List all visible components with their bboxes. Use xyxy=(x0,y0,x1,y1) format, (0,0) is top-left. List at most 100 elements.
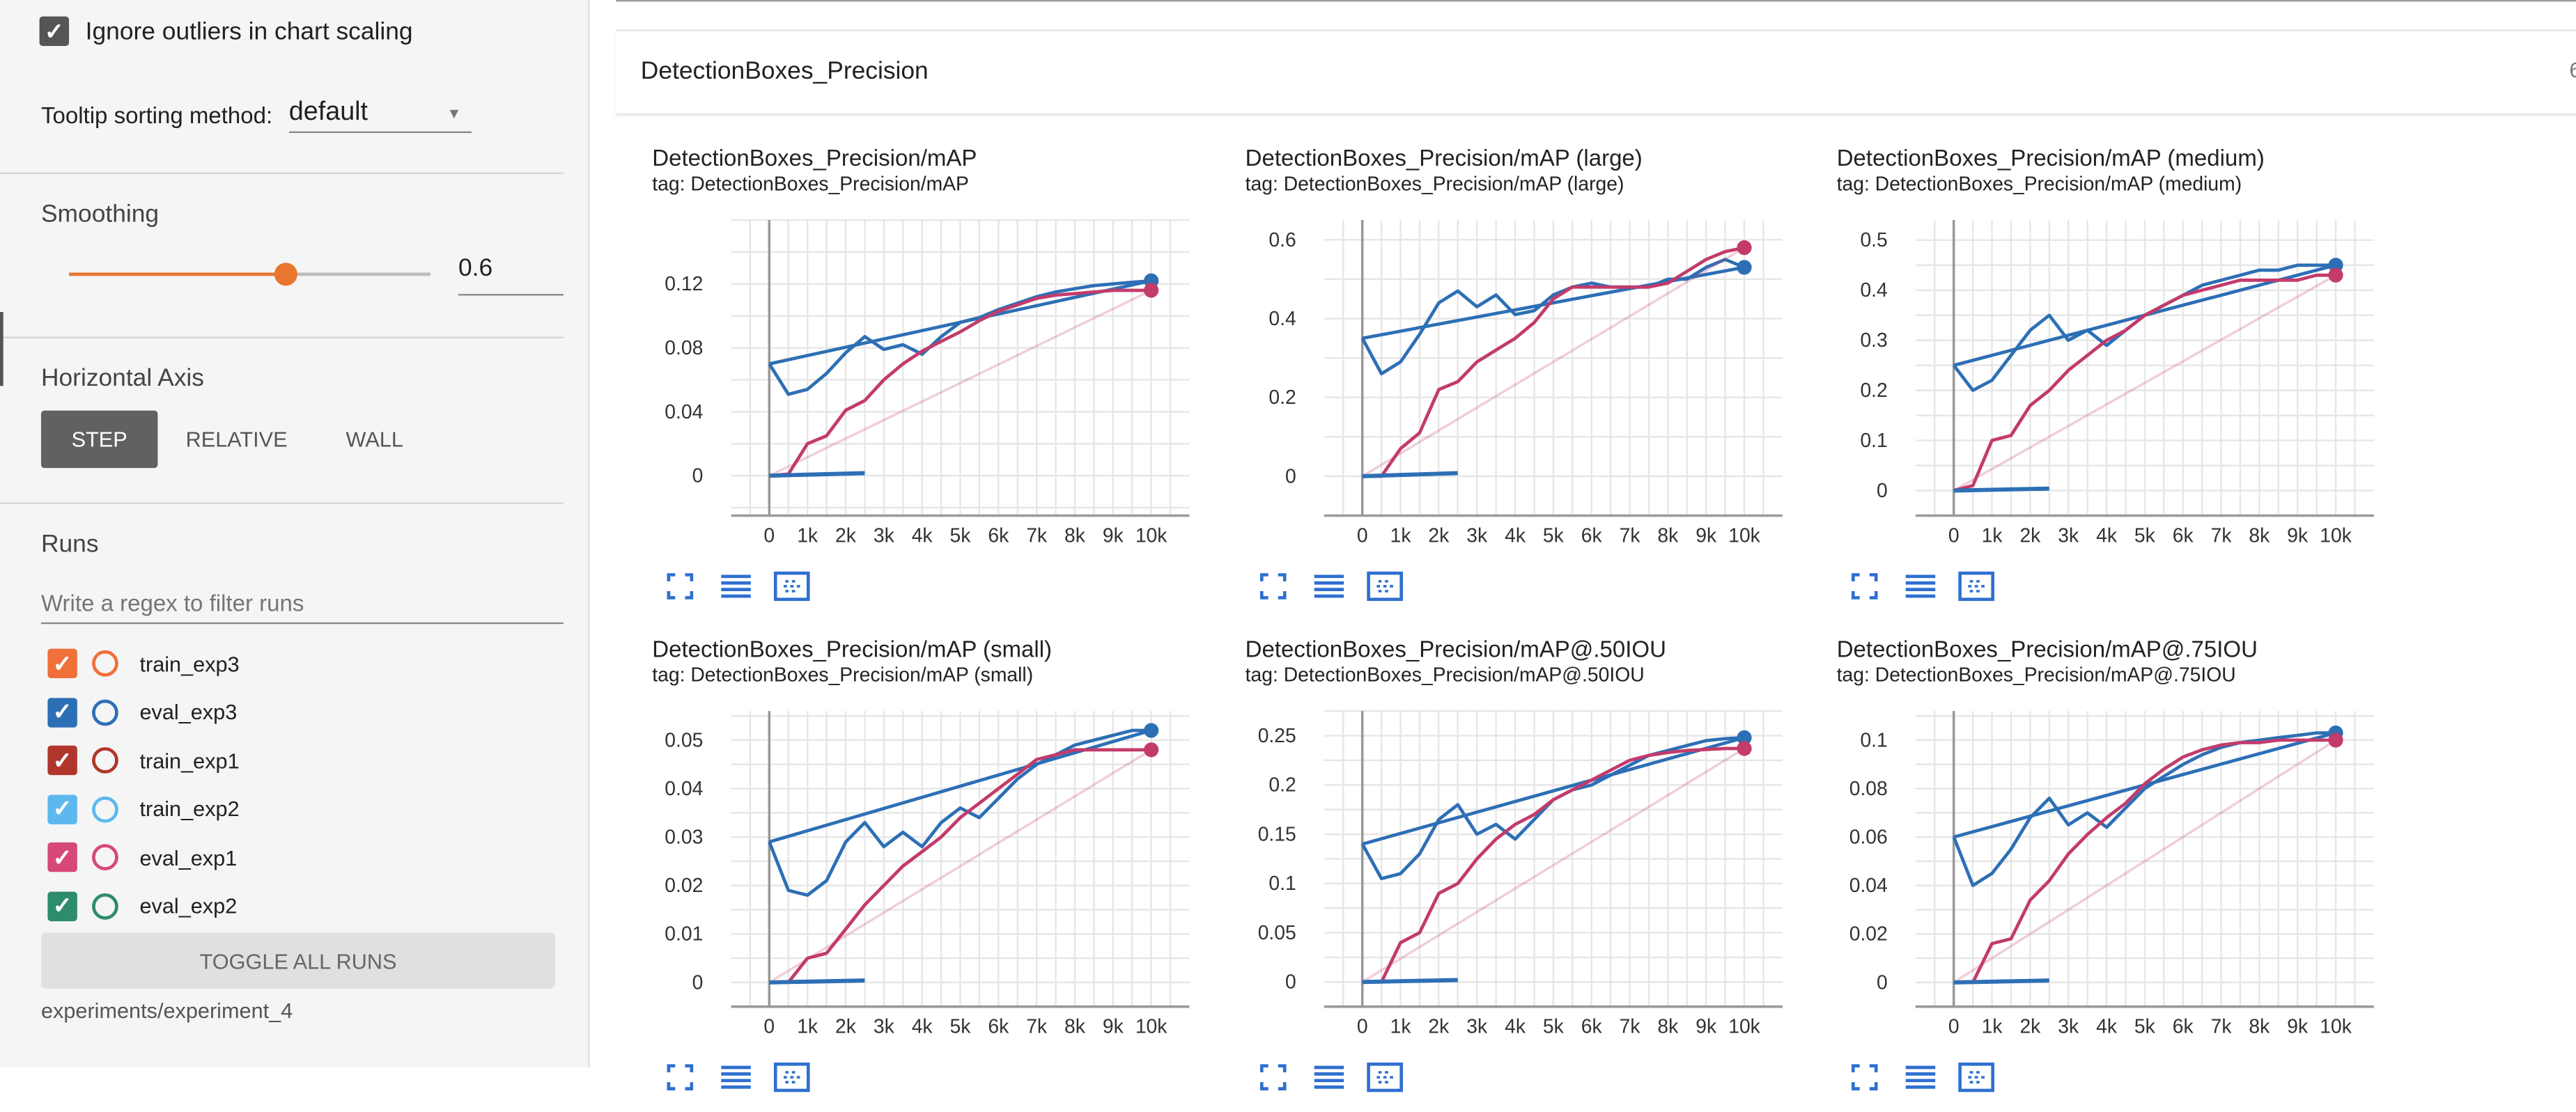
expand-icon[interactable] xyxy=(662,1059,698,1095)
run-checkbox[interactable]: ✓ xyxy=(47,697,77,727)
run-color-ring[interactable] xyxy=(92,844,118,870)
chart-title: DetectionBoxes_Precision/mAP@.75IOU xyxy=(1836,635,2258,662)
series-end-point xyxy=(1737,730,1752,746)
data-table-icon[interactable] xyxy=(718,568,754,604)
x-tick-label: 7k xyxy=(1026,524,1048,546)
tooltip-sorting-label: Tooltip sorting method: xyxy=(40,101,273,127)
run-row[interactable]: ✓ train_exp3 xyxy=(47,645,240,682)
y-tick-label: 0.25 xyxy=(1258,724,1296,746)
expand-icon[interactable] xyxy=(1847,568,1883,604)
smoothing-slider-handle[interactable] xyxy=(274,263,297,286)
run-row[interactable]: ✓ train_exp1 xyxy=(47,742,240,778)
data-table-icon[interactable] xyxy=(1902,568,1939,604)
divider xyxy=(0,502,564,505)
x-tick-label: 6k xyxy=(2173,1015,2194,1037)
x-tick-label: 10k xyxy=(2320,524,2352,546)
series-end-point xyxy=(1144,283,1159,298)
x-tick-label: 3k xyxy=(2058,524,2079,546)
chart-tag: tag: DetectionBoxes_Precision/mAP@.75IOU xyxy=(1836,663,2236,687)
y-tick-label: 0 xyxy=(1285,464,1296,487)
ignore-outliers-row[interactable]: ✓ Ignore outliers in chart scaling xyxy=(39,16,413,47)
run-color-ring[interactable] xyxy=(92,650,118,677)
line-chart[interactable]: 0 1k 2k 3k 4k 5k 6k 7k 8k 9k 10k 0 0.04 0.08 0.12 xyxy=(616,201,1190,549)
fit-domain-icon[interactable] xyxy=(1367,568,1404,604)
line-chart[interactable]: 0 1k 2k 3k 4k 5k 6k 7k 8k 9k 10k 0 0.1 0.2 0.3 0.4 0.5 xyxy=(1801,201,2375,549)
run-name: train_exp1 xyxy=(139,748,240,773)
x-tick-label: 8k xyxy=(1657,1015,1679,1037)
run-color-ring[interactable] xyxy=(92,795,118,822)
run-checkbox[interactable]: ✓ xyxy=(47,745,77,776)
expand-icon[interactable] xyxy=(662,568,698,604)
run-checkbox[interactable]: ✓ xyxy=(47,648,77,679)
line-chart[interactable]: 0 1k 2k 3k 4k 5k 6k 7k 8k 9k 10k 0 0.01 0.02 0.03 0.04 0… xyxy=(616,691,1190,1040)
tooltip-sorting-value: default xyxy=(288,98,368,127)
x-tick-label: 4k xyxy=(912,1015,933,1037)
data-table-icon[interactable] xyxy=(1311,568,1347,604)
y-tick-label: 0.04 xyxy=(665,400,703,423)
run-name: eval_exp2 xyxy=(139,893,238,918)
line-chart[interactable]: 0 1k 2k 3k 4k 5k 6k 7k 8k 9k 10k 0 0.2 0.4 0.6 xyxy=(1209,201,1784,549)
x-tick-label: 8k xyxy=(2249,1015,2270,1037)
line-chart[interactable]: 0 1k 2k 3k 4k 5k 6k 7k 8k 9k 10k 0 0.02 0.04 0.06 0.08 0… xyxy=(1801,691,2375,1040)
data-table-icon[interactable] xyxy=(718,1059,754,1095)
sidebar-resize-handle[interactable] xyxy=(0,312,3,386)
x-tick-label: 6k xyxy=(1581,1015,1603,1037)
data-table-icon[interactable] xyxy=(1902,1059,1939,1095)
fit-domain-icon[interactable] xyxy=(773,1059,810,1095)
axis-wall-button[interactable]: WALL xyxy=(346,427,403,452)
y-tick-label: 0.03 xyxy=(665,826,703,848)
series-line-short xyxy=(1362,978,1458,985)
run-row[interactable]: ✓ eval_exp2 xyxy=(47,888,237,924)
expand-icon[interactable] xyxy=(1255,568,1291,604)
run-checkbox[interactable]: ✓ xyxy=(47,842,77,872)
chart-toolbar xyxy=(1255,1059,1404,1095)
fit-domain-icon[interactable] xyxy=(1958,1059,1995,1095)
x-tick-label: 6k xyxy=(2173,524,2194,546)
expand-icon[interactable] xyxy=(1847,1059,1883,1095)
run-color-ring[interactable] xyxy=(92,747,118,774)
series-line-diagonal xyxy=(1953,739,2337,984)
x-tick-label: 3k xyxy=(874,1015,895,1037)
x-tick-label: 8k xyxy=(2249,524,2270,546)
run-row[interactable]: ✓ eval_exp1 xyxy=(47,839,237,875)
x-tick-label: 8k xyxy=(1064,524,1086,546)
axis-relative-button[interactable]: RELATIVE xyxy=(185,427,288,452)
chart-card: DetectionBoxes_Precision/mAP (medium) tag… xyxy=(1801,145,2375,621)
chart-toolbar xyxy=(1255,568,1404,604)
run-checkbox[interactable]: ✓ xyxy=(47,794,77,824)
x-tick-label: 1k xyxy=(797,1015,818,1037)
x-tick-label: 5k xyxy=(950,524,972,546)
fit-domain-icon[interactable] xyxy=(773,568,810,604)
y-tick-label: 0.2 xyxy=(1268,774,1296,796)
axis-step-button[interactable]: STEP xyxy=(40,410,158,469)
runs-filter-input[interactable] xyxy=(40,581,564,625)
y-tick-label: 0.02 xyxy=(665,874,703,896)
fit-domain-icon[interactable] xyxy=(1958,568,1995,604)
data-table-icon[interactable] xyxy=(1311,1059,1347,1095)
line-chart[interactable]: 0 1k 2k 3k 4k 5k 6k 7k 8k 9k 10k 0 0.05 0.1 0.15 0.2 0.2… xyxy=(1209,691,1784,1040)
tooltip-sorting-select[interactable]: default ▼ xyxy=(288,95,472,134)
series-line xyxy=(1952,731,2336,888)
group-header[interactable]: DetectionBoxes_Precision 6 xyxy=(616,29,2576,116)
x-tick-label: 4k xyxy=(1505,524,1526,546)
x-tick-label: 3k xyxy=(1466,524,1488,546)
x-tick-label: 2k xyxy=(2019,1015,2041,1037)
y-tick-label: 0.05 xyxy=(1258,921,1296,943)
run-color-ring[interactable] xyxy=(92,698,118,726)
fit-domain-icon[interactable] xyxy=(1367,1059,1404,1095)
x-tick-label: 2k xyxy=(1428,524,1450,546)
run-color-ring[interactable] xyxy=(92,892,118,919)
expand-icon[interactable] xyxy=(1255,1059,1291,1095)
ignore-outliers-checkbox[interactable]: ✓ xyxy=(39,16,70,47)
x-tick-label: 7k xyxy=(1620,1015,1641,1037)
x-tick-label: 5k xyxy=(950,1015,972,1037)
smoothing-input[interactable]: 0.6 xyxy=(458,255,564,296)
run-name: train_exp2 xyxy=(139,796,240,822)
x-tick-label: 0 xyxy=(1948,1015,1960,1037)
toggle-all-runs-button[interactable]: TOGGLE ALL RUNS xyxy=(40,932,556,989)
x-tick-label: 7k xyxy=(1620,524,1641,546)
run-row[interactable]: ✓ eval_exp3 xyxy=(47,694,237,730)
run-row[interactable]: ✓ train_exp2 xyxy=(47,791,240,827)
smoothing-slider[interactable] xyxy=(69,263,430,286)
run-checkbox[interactable]: ✓ xyxy=(47,891,77,921)
